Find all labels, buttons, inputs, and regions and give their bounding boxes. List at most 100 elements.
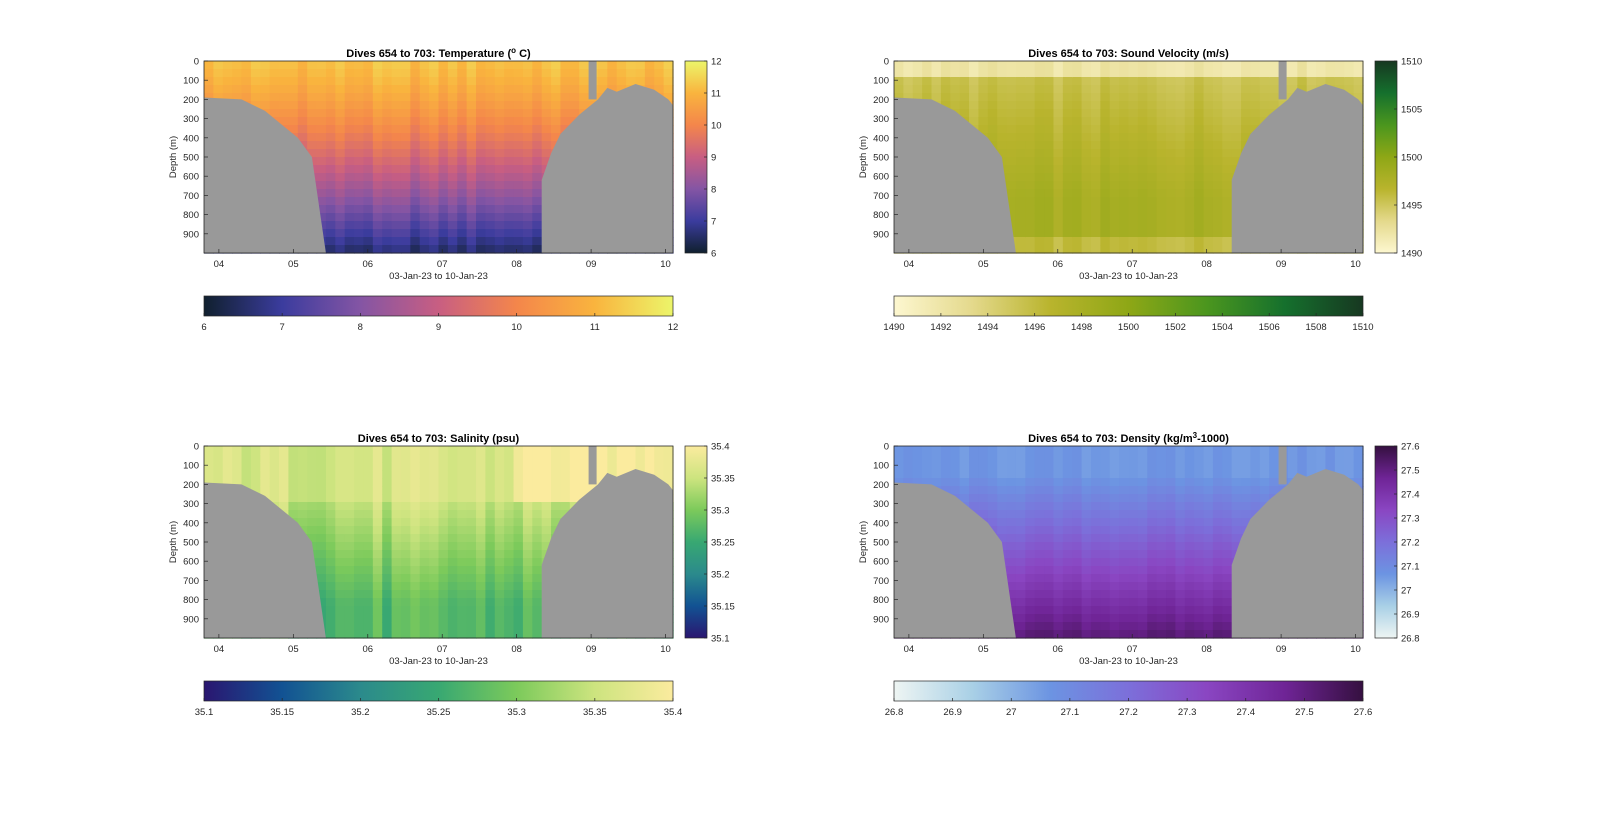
colorbar-tick-label: 12 bbox=[711, 57, 722, 68]
colorbar-tick-label: 1490 bbox=[1401, 249, 1422, 260]
colorbar-tick-label: 35.1 bbox=[711, 634, 730, 645]
y-tick-label: 700 bbox=[873, 191, 889, 202]
colorbar-vertical bbox=[1375, 446, 1397, 638]
x-tick-label: 08 bbox=[1201, 644, 1212, 655]
colorbar-h-tick-label: 1498 bbox=[1071, 322, 1092, 333]
colorbar-h-tick-label: 1502 bbox=[1165, 322, 1186, 333]
colorbar-h-tick-label: 11 bbox=[590, 322, 600, 333]
colorbar-tick-label: 35.25 bbox=[711, 538, 735, 549]
x-tick-label: 05 bbox=[288, 259, 299, 270]
x-tick-label: 06 bbox=[362, 259, 373, 270]
colorbar-tick-label: 35.4 bbox=[711, 442, 730, 453]
colorbar-h-tick-label: 9 bbox=[436, 322, 441, 333]
colorbar-tick-label: 27.5 bbox=[1401, 466, 1420, 477]
y-tick-label: 300 bbox=[183, 114, 199, 125]
colorbar-h-tick-label: 1504 bbox=[1212, 322, 1233, 333]
surface-gap bbox=[589, 61, 597, 99]
y-tick-label: 700 bbox=[183, 576, 199, 587]
y-tick-label: 800 bbox=[183, 595, 199, 606]
colorbar-h-tick-label: 1490 bbox=[883, 322, 904, 333]
chart-title: Dives 654 to 703: Temperature (o C) bbox=[346, 46, 531, 60]
x-tick-label: 07 bbox=[437, 259, 448, 270]
x-tick-label: 06 bbox=[1052, 259, 1063, 270]
colorbar-vertical bbox=[685, 446, 707, 638]
x-tick-label: 09 bbox=[586, 644, 597, 655]
colorbar-tick-label: 11 bbox=[711, 89, 721, 100]
y-tick-label: 200 bbox=[873, 480, 889, 491]
colorbar-tick-label: 27 bbox=[1401, 586, 1412, 597]
x-tick-label: 06 bbox=[362, 644, 373, 655]
y-tick-label: 400 bbox=[183, 518, 199, 529]
colorbar-tick-label: 10 bbox=[711, 121, 722, 132]
y-axis-label: Depth (m) bbox=[858, 136, 869, 178]
colorbar-tick-label: 6 bbox=[711, 249, 716, 260]
x-axis-label: 03-Jan-23 to 10-Jan-23 bbox=[1079, 656, 1178, 667]
x-tick-label: 10 bbox=[660, 259, 671, 270]
y-tick-label: 100 bbox=[873, 461, 889, 472]
colorbar-tick-label: 1510 bbox=[1401, 57, 1422, 68]
colorbar-tick-label: 35.15 bbox=[711, 602, 735, 613]
y-tick-label: 600 bbox=[183, 557, 199, 568]
y-tick-label: 600 bbox=[873, 557, 889, 568]
x-tick-label: 08 bbox=[1201, 259, 1212, 270]
x-tick-label: 07 bbox=[437, 644, 448, 655]
x-tick-label: 07 bbox=[1127, 259, 1138, 270]
y-tick-label: 600 bbox=[873, 172, 889, 183]
colorbar-h-tick-label: 27.6 bbox=[1354, 707, 1373, 718]
y-tick-label: 700 bbox=[873, 576, 889, 587]
x-tick-label: 10 bbox=[660, 644, 671, 655]
colorbar-tick-label: 27.4 bbox=[1401, 490, 1420, 501]
y-tick-label: 600 bbox=[183, 172, 199, 183]
x-tick-label: 08 bbox=[511, 259, 522, 270]
x-tick-label: 06 bbox=[1052, 644, 1063, 655]
colorbar-tick-label: 27.2 bbox=[1401, 538, 1420, 549]
chart-title: Dives 654 to 703: Density (kg/m3-1000) bbox=[1028, 431, 1229, 445]
x-tick-label: 09 bbox=[1276, 259, 1287, 270]
colorbar-h-tick-label: 12 bbox=[668, 322, 679, 333]
x-tick-label: 07 bbox=[1127, 644, 1138, 655]
x-tick-label: 08 bbox=[511, 644, 522, 655]
x-tick-label: 10 bbox=[1350, 644, 1361, 655]
y-tick-label: 900 bbox=[873, 614, 889, 625]
colorbar-h-tick-label: 27.5 bbox=[1295, 707, 1314, 718]
y-tick-label: 500 bbox=[183, 153, 199, 164]
x-tick-label: 09 bbox=[586, 259, 597, 270]
x-tick-label: 05 bbox=[978, 259, 989, 270]
colorbar-h-tick-label: 35.3 bbox=[507, 707, 526, 718]
colorbar-h-tick-label: 7 bbox=[280, 322, 285, 333]
colorbar-tick-label: 1495 bbox=[1401, 201, 1422, 212]
x-tick-label: 04 bbox=[904, 644, 915, 655]
y-axis-label: Depth (m) bbox=[168, 136, 179, 178]
colorbar-tick-label: 7 bbox=[711, 217, 716, 228]
surface-gap bbox=[1279, 446, 1287, 484]
colorbar-tick-label: 1505 bbox=[1401, 105, 1422, 116]
colorbar-tick-label: 27.6 bbox=[1401, 442, 1420, 453]
x-tick-label: 04 bbox=[214, 644, 225, 655]
colorbar-tick-label: 35.35 bbox=[711, 474, 735, 485]
y-tick-label: 200 bbox=[183, 480, 199, 491]
x-tick-label: 09 bbox=[1276, 644, 1287, 655]
y-tick-label: 0 bbox=[194, 57, 199, 68]
colorbar-h-tick-label: 27.1 bbox=[1061, 707, 1080, 718]
colorbar-h-tick-label: 27 bbox=[1006, 707, 1017, 718]
x-tick-label: 05 bbox=[978, 644, 989, 655]
y-axis-label: Depth (m) bbox=[168, 521, 179, 563]
colorbar-tick-label: 35.3 bbox=[711, 506, 730, 517]
y-tick-label: 900 bbox=[183, 614, 199, 625]
colorbar-h-tick-label: 26.8 bbox=[885, 707, 904, 718]
colorbar-h-tick-label: 6 bbox=[201, 322, 206, 333]
colorbar-h-tick-label: 35.4 bbox=[664, 707, 683, 718]
panel-density: Dives 654 to 703: Density (kg/m3-1000)01… bbox=[858, 431, 1420, 718]
y-tick-label: 800 bbox=[183, 210, 199, 221]
x-tick-label: 05 bbox=[288, 644, 299, 655]
y-tick-label: 100 bbox=[183, 76, 199, 87]
y-tick-label: 100 bbox=[873, 76, 889, 87]
colorbar-tick-label: 26.8 bbox=[1401, 634, 1420, 645]
colorbar-tick-label: 8 bbox=[711, 185, 716, 196]
x-tick-label: 04 bbox=[214, 259, 225, 270]
x-axis-label: 03-Jan-23 to 10-Jan-23 bbox=[1079, 271, 1178, 282]
chart-title: Dives 654 to 703: Salinity (psu) bbox=[358, 433, 520, 445]
y-tick-label: 300 bbox=[873, 499, 889, 510]
colorbar-h-tick-label: 8 bbox=[358, 322, 363, 333]
y-tick-label: 500 bbox=[873, 538, 889, 549]
